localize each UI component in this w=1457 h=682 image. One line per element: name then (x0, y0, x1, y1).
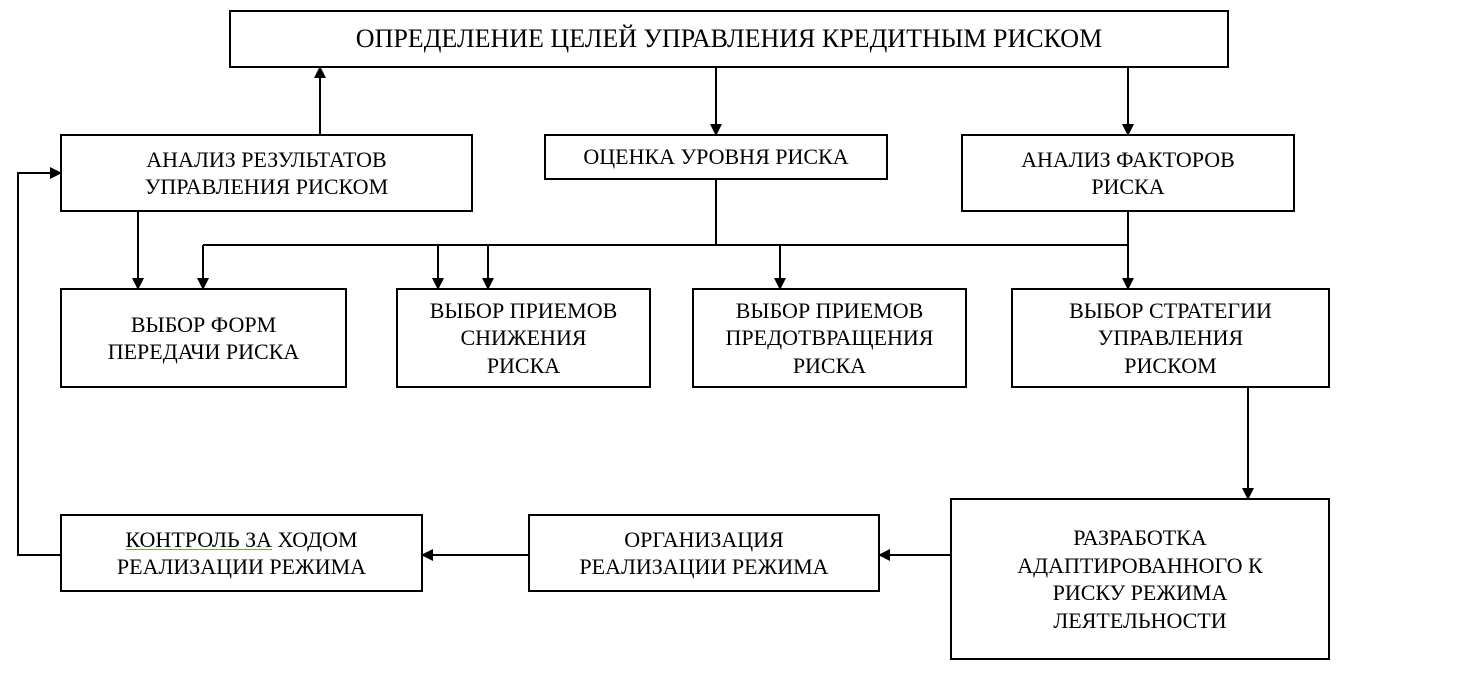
flow-node-n_forms: ВЫБОР ФОРМ ПЕРЕДАЧИ РИСКА (60, 288, 347, 388)
flow-node-n_strategy: ВЫБОР СТРАТЕГИИ УПРАВЛЕНИЯ РИСКОМ (1011, 288, 1330, 388)
flow-node-label: КОНТРОЛЬ ЗА ХОДОМРЕАЛИЗАЦИИ РЕЖИМА (117, 526, 366, 581)
flow-node-n_top: ОПРЕДЕЛЕНИЕ ЦЕЛЕЙ УПРАВЛЕНИЯ КРЕДИТНЫМ Р… (229, 10, 1229, 68)
flow-node-n_factors: АНАЛИЗ ФАКТОРОВ РИСКА (961, 134, 1295, 212)
flow-node-label: ВЫБОР ПРИЕМОВ СНИЖЕНИЯ РИСКА (430, 297, 618, 380)
flow-node-label: ВЫБОР ПРИЕМОВ ПРЕДОТВРАЩЕНИЯ РИСКА (726, 297, 934, 380)
flow-node-n_results: АНАЛИЗ РЕЗУЛЬТАТОВ УПРАВЛЕНИЯ РИСКОМ (60, 134, 473, 212)
flow-node-label: ОПРЕДЕЛЕНИЕ ЦЕЛЕЙ УПРАВЛЕНИЯ КРЕДИТНЫМ Р… (356, 23, 1102, 56)
flow-node-n_reduce: ВЫБОР ПРИЕМОВ СНИЖЕНИЯ РИСКА (396, 288, 651, 388)
flow-node-n_org: ОРГАНИЗАЦИЯ РЕАЛИЗАЦИИ РЕЖИМА (528, 514, 880, 592)
flow-node-label: РАЗРАБОТКА АДАПТИРОВАННОГО К РИСКУ РЕЖИМ… (1017, 524, 1262, 634)
flow-node-label: ВЫБОР СТРАТЕГИИ УПРАВЛЕНИЯ РИСКОМ (1069, 297, 1272, 380)
flow-node-label: ОРГАНИЗАЦИЯ РЕАЛИЗАЦИИ РЕЖИМА (579, 526, 828, 581)
flow-node-n_dev: РАЗРАБОТКА АДАПТИРОВАННОГО К РИСКУ РЕЖИМ… (950, 498, 1330, 660)
flow-node-n_level: ОЦЕНКА УРОВНЯ РИСКА (544, 134, 888, 180)
flow-node-label: ВЫБОР ФОРМ ПЕРЕДАЧИ РИСКА (108, 311, 300, 366)
flow-node-label: ОЦЕНКА УРОВНЯ РИСКА (583, 143, 848, 171)
flow-node-label: АНАЛИЗ РЕЗУЛЬТАТОВ УПРАВЛЕНИЯ РИСКОМ (145, 146, 388, 201)
flow-node-n_prevent: ВЫБОР ПРИЕМОВ ПРЕДОТВРАЩЕНИЯ РИСКА (692, 288, 967, 388)
flow-node-label: АНАЛИЗ ФАКТОРОВ РИСКА (1021, 146, 1235, 201)
flow-node-n_control: КОНТРОЛЬ ЗА ХОДОМРЕАЛИЗАЦИИ РЕЖИМА (60, 514, 423, 592)
flow-edge-15 (18, 173, 60, 555)
